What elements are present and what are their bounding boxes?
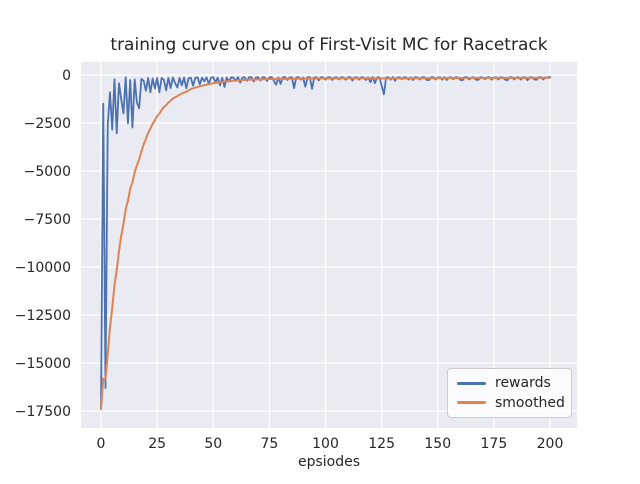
y-tick-label: −7500 xyxy=(24,212,71,228)
x-tick-label: 150 xyxy=(424,436,451,452)
legend-label-smoothed: smoothed xyxy=(495,394,565,411)
y-tick-label: −5000 xyxy=(24,164,71,180)
chart-title: training curve on cpu of First-Visit MC … xyxy=(110,35,547,55)
x-tick-label: 125 xyxy=(368,436,395,452)
x-tick-label: 175 xyxy=(481,436,508,452)
rewards-line-swatch xyxy=(457,381,486,385)
y-tick-label: −15000 xyxy=(15,356,71,372)
legend: rewards smoothed xyxy=(447,368,572,418)
legend-label-rewards: rewards xyxy=(495,375,551,392)
x-tick-label: 200 xyxy=(537,436,564,452)
x-tick-label: 50 xyxy=(204,436,222,452)
smoothed-line xyxy=(100,76,551,411)
y-axis-tick-labels: 0 −2500 −5000 −7500 −10000 −12500 −15000 −17500 xyxy=(15,68,71,420)
x-tick-label: 0 xyxy=(97,436,106,452)
y-tick-label: −10000 xyxy=(15,260,71,276)
legend-item-smoothed: smoothed xyxy=(457,394,565,411)
x-axis-label: epsiodes xyxy=(298,454,360,470)
y-tick-label: −2500 xyxy=(24,116,71,132)
x-tick-label: 25 xyxy=(148,436,166,452)
x-tick-label: 75 xyxy=(260,436,278,452)
y-tick-label: 0 xyxy=(62,68,71,84)
x-tick-label: 100 xyxy=(312,436,339,452)
y-tick-label: −12500 xyxy=(15,308,71,324)
legend-item-rewards: rewards xyxy=(457,376,562,390)
smoothed-line-swatch xyxy=(457,401,486,405)
x-axis-tick-labels: 0 25 50 75 100 125 150 175 200 xyxy=(97,436,564,452)
y-tick-label: −17500 xyxy=(15,404,71,420)
